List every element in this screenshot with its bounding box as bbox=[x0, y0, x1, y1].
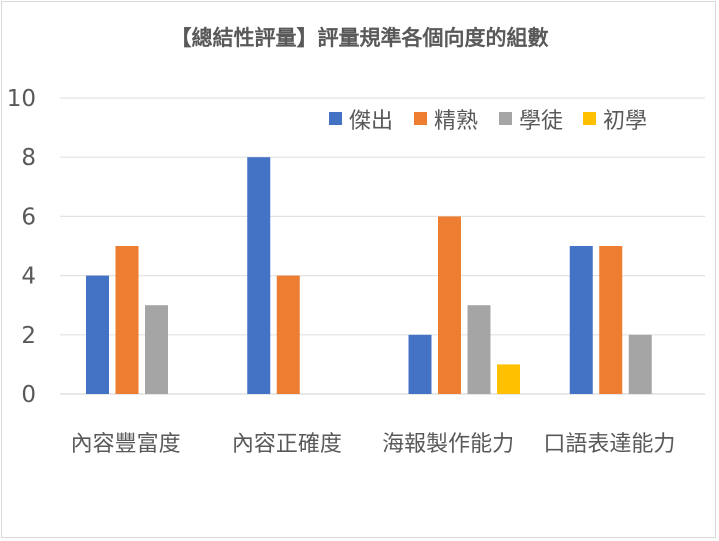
legend-swatch bbox=[499, 112, 512, 125]
y-tick-label: 6 bbox=[21, 204, 36, 230]
legend-swatch bbox=[329, 112, 342, 125]
legend-label: 學徒 bbox=[519, 109, 563, 134]
x-category-label: 口語表達能力 bbox=[543, 432, 675, 457]
bar bbox=[145, 305, 168, 394]
legend-swatch bbox=[414, 112, 427, 125]
bar bbox=[247, 157, 271, 394]
bar bbox=[276, 275, 300, 394]
bar bbox=[86, 275, 109, 394]
x-category-label: 海報製作能力 bbox=[382, 432, 514, 457]
bar bbox=[115, 246, 139, 394]
x-category-label: 內容正確度 bbox=[232, 432, 342, 457]
legend-swatch bbox=[583, 112, 596, 125]
legend-label: 精熟 bbox=[434, 109, 478, 134]
bar bbox=[408, 334, 432, 394]
x-category-label: 內容豐富度 bbox=[71, 432, 181, 457]
bar bbox=[467, 305, 491, 394]
chart-title: 【總結性評量】評量規準各個向度的組數 bbox=[170, 26, 549, 50]
legend-label: 傑出 bbox=[349, 109, 393, 134]
y-tick-label: 8 bbox=[21, 145, 36, 171]
bar bbox=[497, 364, 520, 394]
y-axis-ticks: 0 2 4 6 8 10 bbox=[7, 86, 36, 408]
bar bbox=[599, 246, 623, 394]
x-axis-categories: 內容豐富度 內容正確度 海報製作能力 口語表達能力 bbox=[71, 432, 676, 457]
y-tick-label: 10 bbox=[7, 86, 36, 112]
legend-label: 初學 bbox=[603, 109, 647, 134]
y-tick-label: 0 bbox=[21, 382, 36, 408]
bar bbox=[628, 334, 652, 394]
y-tick-label: 2 bbox=[21, 323, 36, 349]
legend: 傑出 精熟 學徒 初學 bbox=[329, 109, 647, 134]
bar bbox=[438, 216, 461, 394]
bars bbox=[86, 157, 652, 394]
bar bbox=[569, 246, 593, 394]
y-tick-label: 4 bbox=[21, 264, 36, 290]
